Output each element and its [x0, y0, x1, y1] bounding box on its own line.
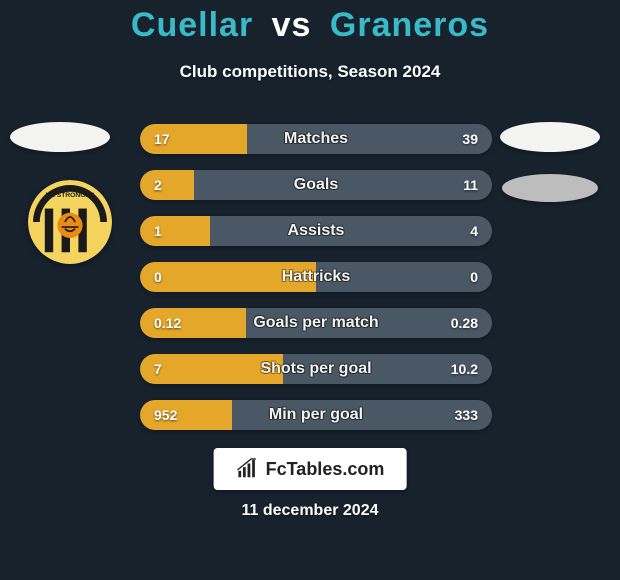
stat-value-left: 1	[154, 216, 162, 246]
title-team-a: Cuellar	[131, 6, 253, 45]
stat-value-right: 0.28	[451, 308, 478, 338]
stat-bar-left	[140, 216, 210, 246]
crest-strongest-icon: HE STRONGES	[28, 180, 112, 264]
date-footer: 11 december 2024	[0, 502, 620, 520]
stat-row: 0.120.28Goals per match	[140, 308, 492, 338]
club-crest-left: HE STRONGES	[28, 180, 112, 264]
comparison-infographic: Cuellar vs Graneros Club competitions, S…	[0, 0, 620, 580]
chart-icon	[236, 458, 258, 480]
title-team-b: Graneros	[330, 6, 489, 45]
player-photo-right	[500, 122, 600, 152]
stat-bar-right	[232, 400, 492, 430]
title: Cuellar vs Graneros	[0, 6, 620, 45]
stat-row: 710.2Shots per goal	[140, 354, 492, 384]
stat-row: 14Assists	[140, 216, 492, 246]
stat-row: 952333Min per goal	[140, 400, 492, 430]
stat-bar-right	[210, 216, 492, 246]
stat-value-left: 952	[154, 400, 177, 430]
stat-bar-right	[194, 170, 492, 200]
player-photo-left	[10, 122, 110, 152]
stat-value-right: 0	[470, 262, 478, 292]
stat-bar-left	[140, 170, 194, 200]
stat-value-right: 333	[455, 400, 478, 430]
stat-value-left: 17	[154, 124, 170, 154]
branding-badge: FcTables.com	[214, 448, 407, 490]
stat-value-right: 39	[462, 124, 478, 154]
stat-bar-left	[140, 262, 316, 292]
stat-value-left: 7	[154, 354, 162, 384]
stat-value-left: 0	[154, 262, 162, 292]
stat-value-right: 4	[470, 216, 478, 246]
stat-bar-right	[247, 124, 492, 154]
stat-bar-right	[316, 262, 492, 292]
stat-row: 00Hattricks	[140, 262, 492, 292]
stat-value-left: 0.12	[154, 308, 181, 338]
title-vs-sep: vs	[272, 6, 312, 45]
player-photo-right-2	[502, 174, 598, 202]
stat-value-left: 2	[154, 170, 162, 200]
stat-value-right: 11	[463, 170, 478, 200]
svg-text:HE STRONGES: HE STRONGES	[46, 192, 95, 199]
stat-value-right: 10.2	[451, 354, 478, 384]
stat-row: 211Goals	[140, 170, 492, 200]
subtitle: Club competitions, Season 2024	[0, 62, 620, 82]
stat-row: 1739Matches	[140, 124, 492, 154]
branding-text: FcTables.com	[266, 459, 385, 480]
